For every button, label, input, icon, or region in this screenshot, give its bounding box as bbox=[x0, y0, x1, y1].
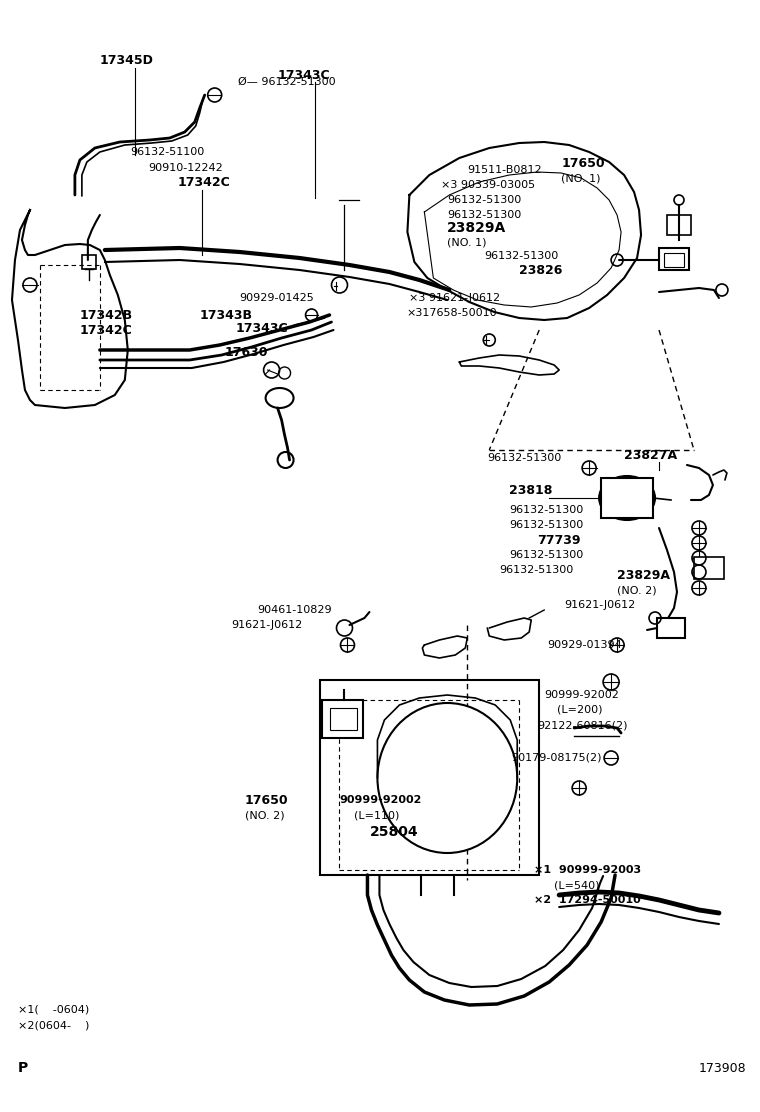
Text: 17343B: 17343B bbox=[200, 308, 253, 321]
Text: 17342C: 17342C bbox=[80, 324, 133, 337]
Text: 96132-51300: 96132-51300 bbox=[487, 453, 562, 463]
Text: 92122-60816(2): 92122-60816(2) bbox=[537, 719, 628, 729]
Text: 90929-01425: 90929-01425 bbox=[239, 292, 315, 302]
Text: 90999-92002: 90999-92002 bbox=[340, 795, 422, 805]
Text: 96132-51300: 96132-51300 bbox=[509, 505, 584, 515]
Text: 17630: 17630 bbox=[225, 346, 268, 358]
Text: ×3 91621-J0612: ×3 91621-J0612 bbox=[410, 292, 501, 302]
Text: 23818: 23818 bbox=[509, 484, 553, 496]
Text: ×3 90339-03005: ×3 90339-03005 bbox=[442, 180, 536, 190]
Text: 17342B: 17342B bbox=[80, 308, 133, 321]
Text: ×2  17294-50010: ×2 17294-50010 bbox=[534, 895, 641, 905]
Text: 96132-51300: 96132-51300 bbox=[448, 210, 521, 220]
Ellipse shape bbox=[265, 388, 293, 408]
Text: 25804: 25804 bbox=[369, 825, 418, 838]
Bar bbox=[321, 699, 363, 738]
Text: 90910-12242: 90910-12242 bbox=[147, 163, 223, 173]
Text: 96132-51100: 96132-51100 bbox=[130, 147, 204, 157]
Text: 17342C: 17342C bbox=[178, 176, 230, 189]
Text: 77739: 77739 bbox=[537, 534, 581, 546]
Text: (NO. 1): (NO. 1) bbox=[448, 237, 487, 247]
Text: ×1(    -0604): ×1( -0604) bbox=[18, 1005, 89, 1015]
Bar bbox=[330, 708, 357, 729]
Text: 23826: 23826 bbox=[519, 264, 562, 277]
Polygon shape bbox=[12, 210, 128, 408]
Text: 91621-J0612: 91621-J0612 bbox=[232, 620, 303, 631]
Bar bbox=[659, 248, 689, 270]
Text: 96132-51300: 96132-51300 bbox=[499, 565, 574, 575]
Text: 91511-B0812: 91511-B0812 bbox=[467, 165, 542, 175]
Bar bbox=[694, 557, 724, 579]
Text: 96132-51300: 96132-51300 bbox=[484, 251, 559, 261]
Bar bbox=[664, 254, 684, 267]
Text: (NO. 1): (NO. 1) bbox=[561, 173, 600, 183]
Text: 23829A: 23829A bbox=[448, 221, 507, 235]
Text: 91621-J0612: 91621-J0612 bbox=[564, 600, 635, 610]
Text: ×1  90999-92003: ×1 90999-92003 bbox=[534, 865, 641, 875]
Text: 96132-51300: 96132-51300 bbox=[448, 195, 521, 205]
Bar bbox=[601, 478, 653, 518]
Text: (L=540): (L=540) bbox=[554, 880, 600, 890]
Text: Ø— 96132-51300: Ø— 96132-51300 bbox=[238, 77, 335, 87]
Text: (NO. 2): (NO. 2) bbox=[617, 585, 657, 595]
Bar bbox=[82, 255, 96, 269]
Text: 96132-51300: 96132-51300 bbox=[509, 520, 584, 530]
Text: 23829A: 23829A bbox=[617, 568, 670, 582]
Text: (NO. 2): (NO. 2) bbox=[245, 810, 284, 820]
Text: 90179-08175(2): 90179-08175(2) bbox=[511, 753, 602, 763]
Text: 17650: 17650 bbox=[245, 794, 288, 806]
Text: (L=200): (L=200) bbox=[557, 705, 603, 715]
Text: 96132-51300: 96132-51300 bbox=[509, 550, 584, 560]
Text: 90999-92002: 90999-92002 bbox=[544, 691, 619, 699]
Text: ×317658-50010: ×317658-50010 bbox=[407, 308, 497, 318]
Text: 23827A: 23827A bbox=[624, 448, 677, 461]
Text: 173908: 173908 bbox=[699, 1062, 746, 1074]
Text: 17343C: 17343C bbox=[236, 321, 288, 335]
Text: 17343C: 17343C bbox=[277, 69, 330, 81]
Text: P: P bbox=[18, 1061, 28, 1075]
Bar bbox=[657, 618, 685, 638]
Ellipse shape bbox=[378, 703, 518, 853]
Text: ×2(0604-    ): ×2(0604- ) bbox=[18, 1020, 90, 1030]
Bar bbox=[319, 681, 539, 875]
Text: 17345D: 17345D bbox=[100, 53, 154, 67]
Text: 90461-10829: 90461-10829 bbox=[258, 605, 332, 615]
Polygon shape bbox=[407, 142, 641, 320]
Text: (L=110): (L=110) bbox=[354, 810, 400, 820]
Ellipse shape bbox=[599, 476, 655, 520]
Text: 90929-01394: 90929-01394 bbox=[547, 641, 622, 651]
Bar bbox=[667, 215, 691, 235]
Text: 17650: 17650 bbox=[561, 157, 605, 169]
